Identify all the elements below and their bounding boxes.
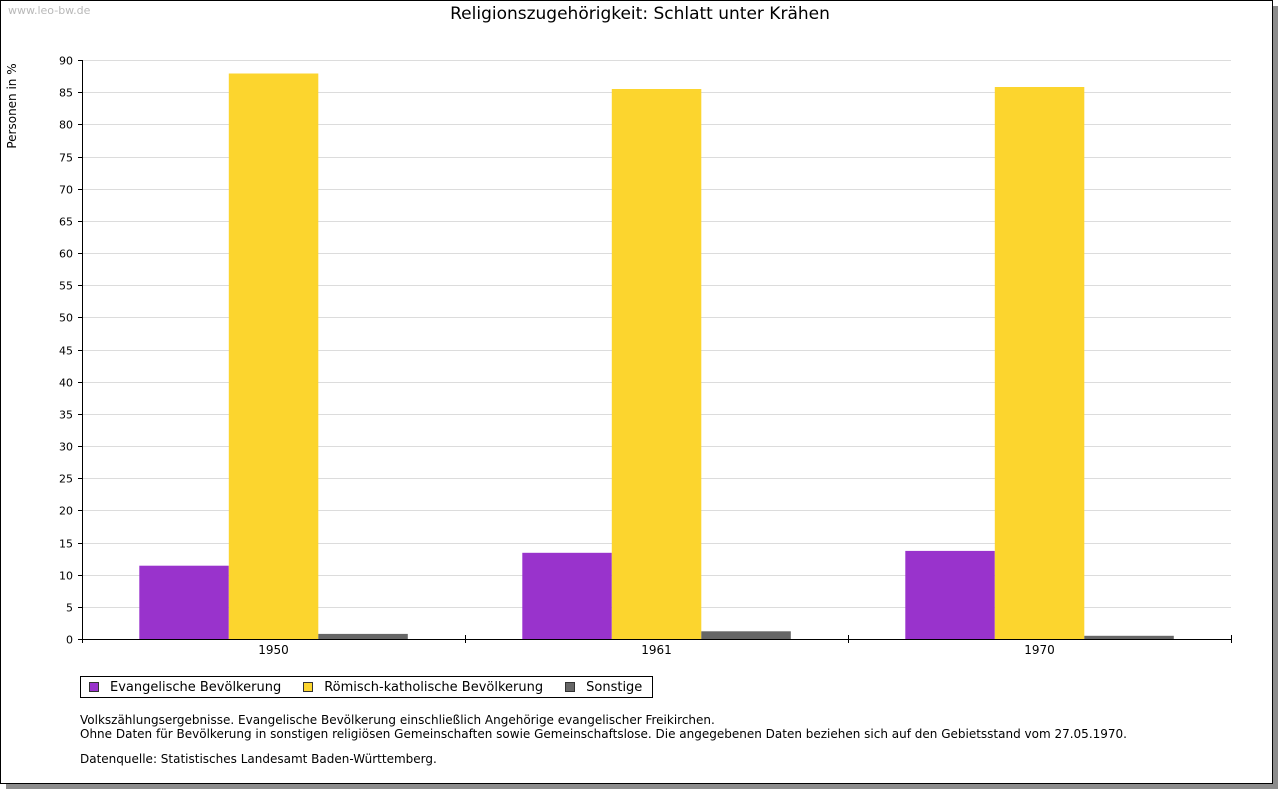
bar (522, 552, 612, 639)
y-tick-label: 40 (59, 377, 73, 390)
legend-swatch-evangelisch (89, 682, 99, 692)
legend-label-evangelisch: Evangelische Bevölkerung (110, 679, 282, 695)
bar (994, 87, 1085, 639)
x-tick-label: 1970 (1024, 643, 1055, 657)
data-source: Datenquelle: Statistisches Landesamt Bad… (80, 752, 437, 766)
y-tick-label: 15 (59, 538, 73, 551)
y-tick-label: 70 (59, 184, 73, 197)
chart-notes: Volkszählungsergebnisse. Evangelische Be… (80, 713, 1127, 741)
y-tick-label: 75 (59, 152, 73, 165)
bar (611, 89, 702, 639)
y-tick-label: 35 (59, 409, 73, 422)
bar (228, 73, 319, 639)
frame-shadow-right (1273, 6, 1278, 789)
note-line-2: Ohne Daten für Bevölkerung in sonstigen … (80, 727, 1127, 741)
bar (1084, 635, 1174, 639)
legend-item-sonstige: Sonstige (565, 680, 642, 695)
y-tick-label: 10 (59, 570, 73, 583)
legend-swatch-sonstige (565, 682, 576, 692)
legend-item-katholisch: Römisch-katholische Bevölkerung (303, 680, 543, 695)
bar (318, 633, 408, 639)
y-tick-label: 90 (59, 55, 73, 68)
x-tick-label: 1950 (258, 643, 289, 657)
y-tick-label: 45 (59, 345, 73, 358)
y-tick-label: 5 (66, 602, 73, 615)
y-tick-label: 50 (59, 312, 73, 325)
y-tick-label: 25 (59, 473, 73, 486)
x-tick-label: 1961 (641, 643, 672, 657)
legend-swatch-katholisch (303, 682, 314, 692)
legend-label-sonstige: Sonstige (586, 679, 643, 695)
chart-title: Religionszugehörigkeit: Schlatt unter Kr… (450, 4, 830, 24)
legend: Evangelische Bevölkerung Römisch-katholi… (80, 676, 654, 698)
bar (701, 631, 791, 639)
y-tick-label: 80 (59, 119, 73, 132)
watermark: www.leo-bw.de (8, 4, 91, 17)
y-tick-label: 0 (66, 634, 73, 647)
y-tick-label: 65 (59, 216, 73, 229)
y-tick-label: 30 (59, 441, 73, 454)
note-line-1: Volkszählungsergebnisse. Evangelische Be… (80, 713, 715, 727)
bar (905, 550, 995, 639)
y-tick-label: 55 (59, 280, 73, 293)
frame-shadow-bottom (6, 784, 1278, 789)
legend-item-evangelisch: Evangelische Bevölkerung (89, 680, 281, 695)
legend-label-katholisch: Römisch-katholische Bevölkerung (324, 679, 544, 695)
y-tick-label: 85 (59, 87, 73, 100)
y-tick-label: 20 (59, 505, 73, 518)
bar-chart: 0 5 10 15 20 25 30 35 40 45 50 55 60 65 70 75 80 85 90 1950… (59, 55, 1232, 657)
bar (139, 565, 229, 639)
y-tick-label: 60 (59, 248, 73, 261)
